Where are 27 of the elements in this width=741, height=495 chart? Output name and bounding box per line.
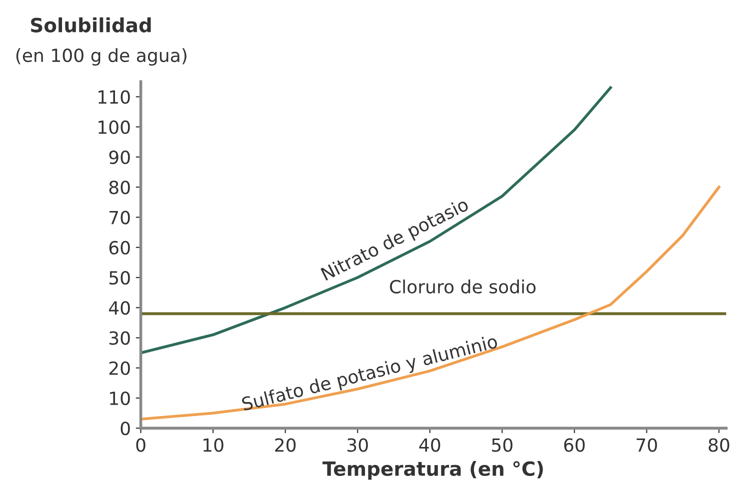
x-axis-title: Temperatura (en °C) bbox=[322, 460, 543, 480]
x-tick-label: 20 bbox=[275, 438, 296, 452]
series-label: Cloruro de sodio bbox=[390, 280, 536, 294]
y-tick-label: 0 bbox=[120, 422, 130, 436]
y-tick-label: 90 bbox=[109, 150, 130, 164]
x-tick-label: 60 bbox=[564, 438, 585, 452]
y-tick-label: 80 bbox=[109, 180, 130, 194]
y-tick-label: 40 bbox=[108, 301, 130, 315]
x-tick-label: 80 bbox=[708, 438, 730, 452]
y-tick-label: 10 bbox=[110, 392, 130, 406]
x-tick-label: 50 bbox=[492, 438, 512, 452]
y-tick-label: 100 bbox=[98, 120, 130, 134]
text: Sulfato de potasio y aluminio bbox=[241, 334, 499, 414]
y-tick-label: 110 bbox=[98, 90, 130, 104]
y-tick-label: 60 bbox=[109, 240, 130, 255]
y-tick-label: 50 bbox=[109, 270, 130, 285]
chart-title: Solubilidad bbox=[31, 17, 151, 32]
x-tick-label: 30 bbox=[347, 438, 368, 452]
x-tick-label: 10 bbox=[204, 438, 224, 452]
y-tick-label: 30 bbox=[109, 331, 130, 345]
x-tick-label: 0 bbox=[136, 438, 146, 452]
chart-subtitle: (en 100 g de agua) bbox=[16, 48, 186, 66]
y-tick-label: 20 bbox=[109, 361, 130, 376]
x-tick-label: 70 bbox=[636, 438, 657, 452]
line-series bbox=[140, 186, 720, 421]
y-tick-label: 70 bbox=[110, 210, 130, 224]
x-tick-label: 40 bbox=[419, 438, 440, 452]
